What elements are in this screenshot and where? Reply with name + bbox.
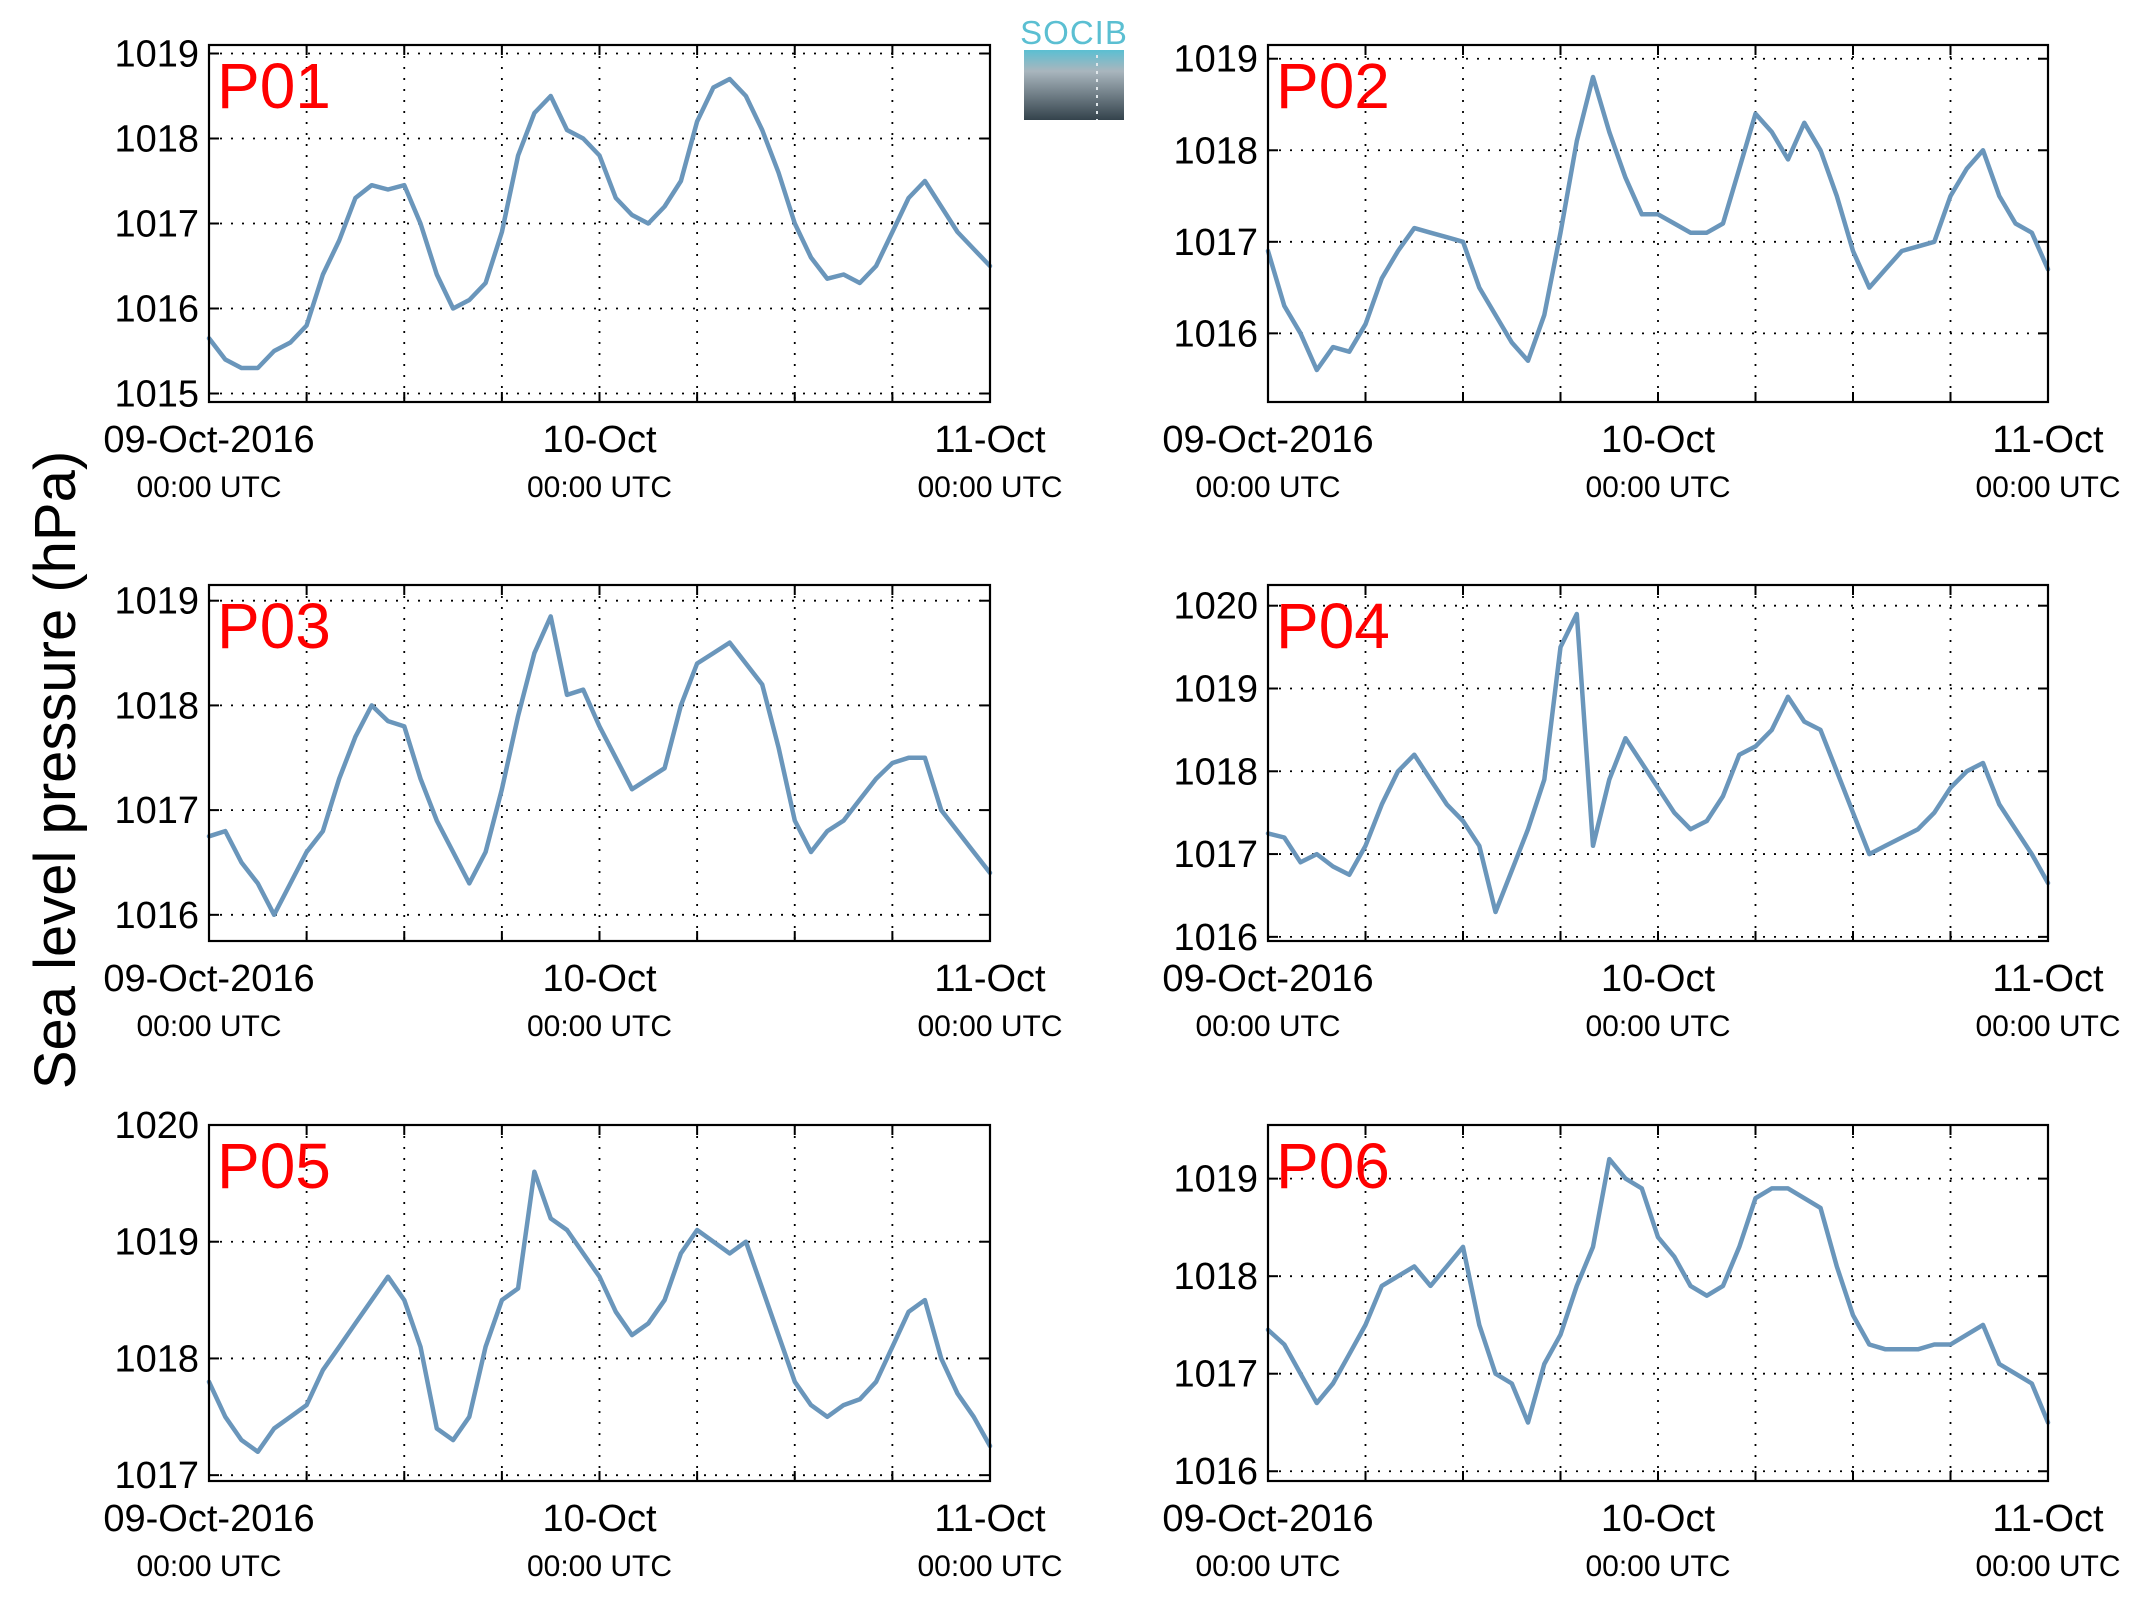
panel-p02: 1016 1017 1018 1019 09-Oct-2016 00:00 UTC 10-O…	[1162, 39, 2120, 504]
y-tick-label: 1020	[114, 1105, 199, 1147]
x-tick-sublabel: 00:00 UTC	[1975, 1550, 2120, 1583]
y-tick-label: 1015	[114, 374, 199, 416]
x-tick-label: 10-Oct	[1601, 419, 1715, 461]
y-tick-label: 1019	[114, 1222, 199, 1264]
x-tick-sublabel: 00:00 UTC	[527, 1010, 672, 1043]
panel-p04: 1016 1017 1018 1019 1020 09-Oct-2016 00:00 UTC…	[1162, 583, 2121, 1043]
x-tick-sublabel: 00:00 UTC	[917, 1010, 1062, 1043]
y-tick-label: 1016	[114, 289, 199, 331]
station-label: P02	[1276, 50, 1390, 122]
x-tick-sublabel: 00:00 UTC	[527, 1550, 672, 1583]
x-tick-sublabel: 00:00 UTC	[1975, 471, 2120, 504]
y-tick-label: 1016	[1173, 917, 1258, 959]
y-tick-label: 1018	[114, 1338, 199, 1380]
x-tick-label: 09-Oct-2016	[1162, 958, 1373, 1000]
x-tick-sublabel: 00:00 UTC	[1585, 471, 1730, 504]
station-label: P06	[1276, 1130, 1390, 1202]
x-tick-label: 10-Oct	[1601, 958, 1715, 1000]
y-tick-label: 1017	[114, 790, 199, 832]
y-tick-label: 1017	[1173, 1354, 1258, 1396]
x-tick-label: 11-Oct	[1992, 1498, 2104, 1540]
panel-p05: 1017 1018 1019 1020 09-Oct-2016 00:00 UTC 10-O…	[103, 1105, 1062, 1583]
x-tick-sublabel: 00:00 UTC	[1585, 1550, 1730, 1583]
y-tick-label: 1019	[1173, 668, 1258, 710]
x-tick-sublabel: 00:00 UTC	[136, 471, 281, 504]
x-tick-label: 11-Oct	[1992, 958, 2104, 1000]
x-tick-sublabel: 00:00 UTC	[917, 1550, 1062, 1583]
x-tick-sublabel: 00:00 UTC	[136, 1010, 281, 1043]
y-tick-label: 1019	[114, 34, 199, 76]
x-tick-label: 09-Oct-2016	[103, 1498, 314, 1540]
y-tick-label: 1020	[1173, 586, 1258, 628]
y-axis-label: Sea level pressure (hPa)	[23, 451, 88, 1089]
y-tick-label: 1019	[114, 581, 199, 623]
y-tick-label: 1018	[1173, 1256, 1258, 1298]
socib-logo: SOCIB	[1020, 14, 1128, 120]
pressure-series	[206, 76, 993, 371]
x-tick-label: 11-Oct	[934, 419, 1046, 461]
pressure-series	[1265, 74, 2051, 373]
y-tick-label: 1019	[1173, 39, 1258, 81]
x-tick-label: 09-Oct-2016	[1162, 419, 1373, 461]
y-tick-label: 1016	[1173, 1451, 1258, 1493]
station-label: P04	[1276, 590, 1390, 662]
panel-p06: 1016 1017 1018 1019 09-Oct-2016 00:00 UTC 10-O…	[1162, 1123, 2121, 1583]
pressure-series	[1265, 1156, 2051, 1425]
logo-text: SOCIB	[1020, 14, 1128, 51]
x-tick-sublabel: 00:00 UTC	[1975, 1010, 2120, 1043]
x-tick-label: 11-Oct	[934, 958, 1046, 1000]
x-tick-label: 10-Oct	[1601, 1498, 1715, 1540]
x-tick-label: 11-Oct	[1992, 419, 2104, 461]
pressure-series	[206, 614, 993, 918]
x-tick-label: 10-Oct	[542, 958, 656, 1000]
x-tick-sublabel: 00:00 UTC	[1195, 471, 1340, 504]
y-tick-label: 1019	[1173, 1159, 1258, 1201]
x-tick-label: 09-Oct-2016	[103, 958, 314, 1000]
panel-p03: 1016 1017 1018 1019 09-Oct-2016 00:00 UTC 10-O…	[103, 581, 1062, 1043]
y-tick-label: 1018	[114, 119, 199, 161]
x-tick-label: 11-Oct	[934, 1498, 1046, 1540]
x-tick-sublabel: 00:00 UTC	[527, 471, 672, 504]
x-tick-label: 10-Oct	[542, 1498, 656, 1540]
x-tick-label: 09-Oct-2016	[1162, 1498, 1373, 1540]
pressure-series	[1265, 611, 2051, 915]
y-tick-label: 1017	[1173, 222, 1258, 264]
y-tick-label: 1017	[114, 204, 199, 246]
y-tick-label: 1016	[1173, 313, 1258, 355]
x-tick-sublabel: 00:00 UTC	[1195, 1550, 1340, 1583]
x-tick-label: 09-Oct-2016	[103, 419, 314, 461]
x-tick-sublabel: 00:00 UTC	[1585, 1010, 1730, 1043]
x-tick-sublabel: 00:00 UTC	[136, 1550, 281, 1583]
y-tick-label: 1017	[1173, 834, 1258, 876]
station-label: P05	[217, 1130, 331, 1202]
station-label: P03	[217, 590, 331, 662]
logo-block	[1024, 50, 1124, 120]
pressure-series	[206, 1169, 993, 1455]
y-tick-label: 1018	[114, 685, 199, 727]
x-tick-sublabel: 00:00 UTC	[1195, 1010, 1340, 1043]
x-tick-sublabel: 00:00 UTC	[917, 471, 1062, 504]
y-tick-label: 1018	[1173, 751, 1258, 793]
y-tick-label: 1017	[114, 1455, 199, 1497]
station-label: P01	[217, 50, 331, 122]
panels: 1015 1016 1017 1018 1019 09-Oct-2016 00:00 UTC…	[103, 34, 2120, 1584]
x-tick-label: 10-Oct	[542, 419, 656, 461]
y-tick-label: 1016	[114, 895, 199, 937]
panel-p01: 1015 1016 1017 1018 1019 09-Oct-2016 00:00 UTC…	[103, 34, 1062, 505]
y-tick-label: 1018	[1173, 130, 1258, 172]
